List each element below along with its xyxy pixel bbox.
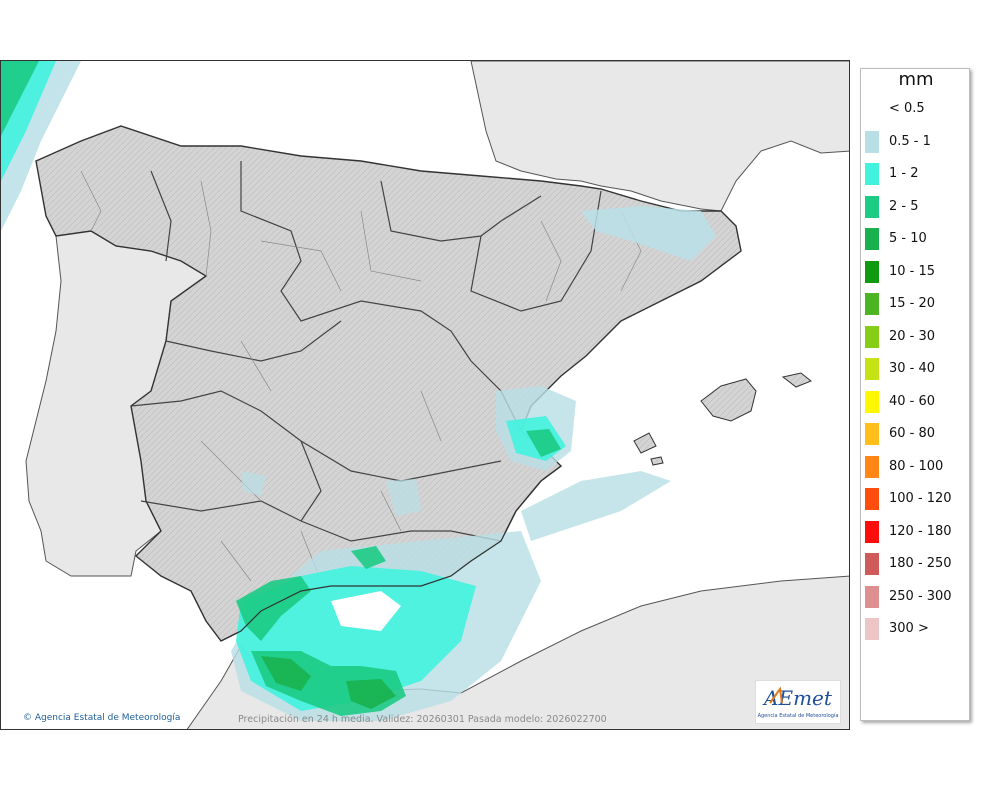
legend-row: 120 - 180 xyxy=(861,518,971,546)
formentera xyxy=(650,456,664,466)
agency-credit-text: Agencia Estatal de Meteorología xyxy=(34,713,181,723)
copyright-icon: © xyxy=(23,713,32,723)
menorca xyxy=(781,372,812,388)
legend-swatch xyxy=(865,553,879,575)
legend-row: 30 - 40 xyxy=(861,355,971,383)
legend-swatch xyxy=(865,423,879,445)
legend-label: 5 - 10 xyxy=(889,231,927,246)
legend-unit-title: mm xyxy=(898,69,934,90)
legend-label: 80 - 100 xyxy=(889,458,944,474)
agency-credit: © Agencia Estatal de Meteorología xyxy=(23,713,180,723)
legend-swatch xyxy=(865,163,879,185)
legend-label: 0.5 - 1 xyxy=(889,133,931,149)
legend-swatch xyxy=(865,260,879,283)
aemet-logo-subtext: Agencia Estatal de Meteorología xyxy=(758,712,839,719)
legend-row: 300 > xyxy=(861,615,971,643)
aemet-logo: AEmet Agencia Estatal de Meteorología xyxy=(755,680,841,724)
legend-swatch xyxy=(865,130,879,153)
legend-label: 250 - 300 xyxy=(889,588,952,604)
legend-row: 2 - 5 xyxy=(861,193,971,221)
legend-row: 40 - 60 xyxy=(861,388,971,416)
legend-swatch xyxy=(865,488,879,510)
legend-swatch xyxy=(865,98,879,120)
ibiza xyxy=(633,432,657,454)
legend-label: 1 - 2 xyxy=(889,166,919,181)
legend-label: 60 - 80 xyxy=(889,426,936,441)
legend-row: 250 - 300 xyxy=(861,583,971,611)
coastline xyxy=(220,465,562,642)
legend-swatch xyxy=(865,228,879,250)
legend-swatch xyxy=(865,390,879,413)
legend-swatch xyxy=(865,618,879,640)
mallorca xyxy=(700,378,757,422)
legend-row: 15 - 20 xyxy=(861,290,971,318)
legend-swatch xyxy=(865,520,879,543)
precipitation-map: © Agencia Estatal de Meteorología Precip… xyxy=(0,60,850,730)
legend-swatch xyxy=(865,293,879,315)
legend-row: 0.5 - 1 xyxy=(861,128,971,156)
legend-row: 80 - 100 xyxy=(861,453,971,481)
legend-swatch xyxy=(865,325,879,348)
legend-row: 10 - 15 xyxy=(861,258,971,286)
legend-swatch xyxy=(865,585,879,608)
legend-label: 15 - 20 xyxy=(889,296,936,311)
aemet-logo-mark: AEmet Agencia Estatal de Meteorología xyxy=(758,686,839,719)
legend-row: 180 - 250 xyxy=(861,550,971,578)
map-canvas xyxy=(1,61,849,729)
legend-label: 40 - 60 xyxy=(889,393,936,409)
legend-row: 20 - 30 xyxy=(861,323,971,351)
legend-label: 100 - 120 xyxy=(889,491,952,506)
france-land xyxy=(470,61,849,212)
legend-label: 30 - 40 xyxy=(889,361,936,376)
legend-label: 180 - 250 xyxy=(889,556,952,571)
legend-swatch xyxy=(865,358,879,380)
legend-label: < 0.5 xyxy=(889,101,925,116)
legend-row: 60 - 80 xyxy=(861,420,971,448)
legend-row: 5 - 10 xyxy=(861,225,971,253)
map-caption: Precipitación en 24 h media. Validez: 20… xyxy=(238,714,607,725)
legend-row: 1 - 2 xyxy=(861,160,971,188)
legend-label: 2 - 5 xyxy=(889,198,919,214)
precipitation-field xyxy=(1,61,716,721)
precipitation-legend: mm < 0.5 0.5 - 1 1 - 2 2 - 5 5 - 10 10 - 15 15… xyxy=(860,68,970,721)
legend-label: 120 - 180 xyxy=(889,523,952,539)
legend-row: < 0.5 xyxy=(861,95,971,123)
legend-row: 100 - 120 xyxy=(861,485,971,513)
legend-swatch xyxy=(865,195,879,218)
legend-label: 10 - 15 xyxy=(889,263,936,279)
legend-label: 20 - 30 xyxy=(889,328,936,344)
legend-swatch xyxy=(865,455,879,478)
legend-label: 300 > xyxy=(889,621,929,636)
